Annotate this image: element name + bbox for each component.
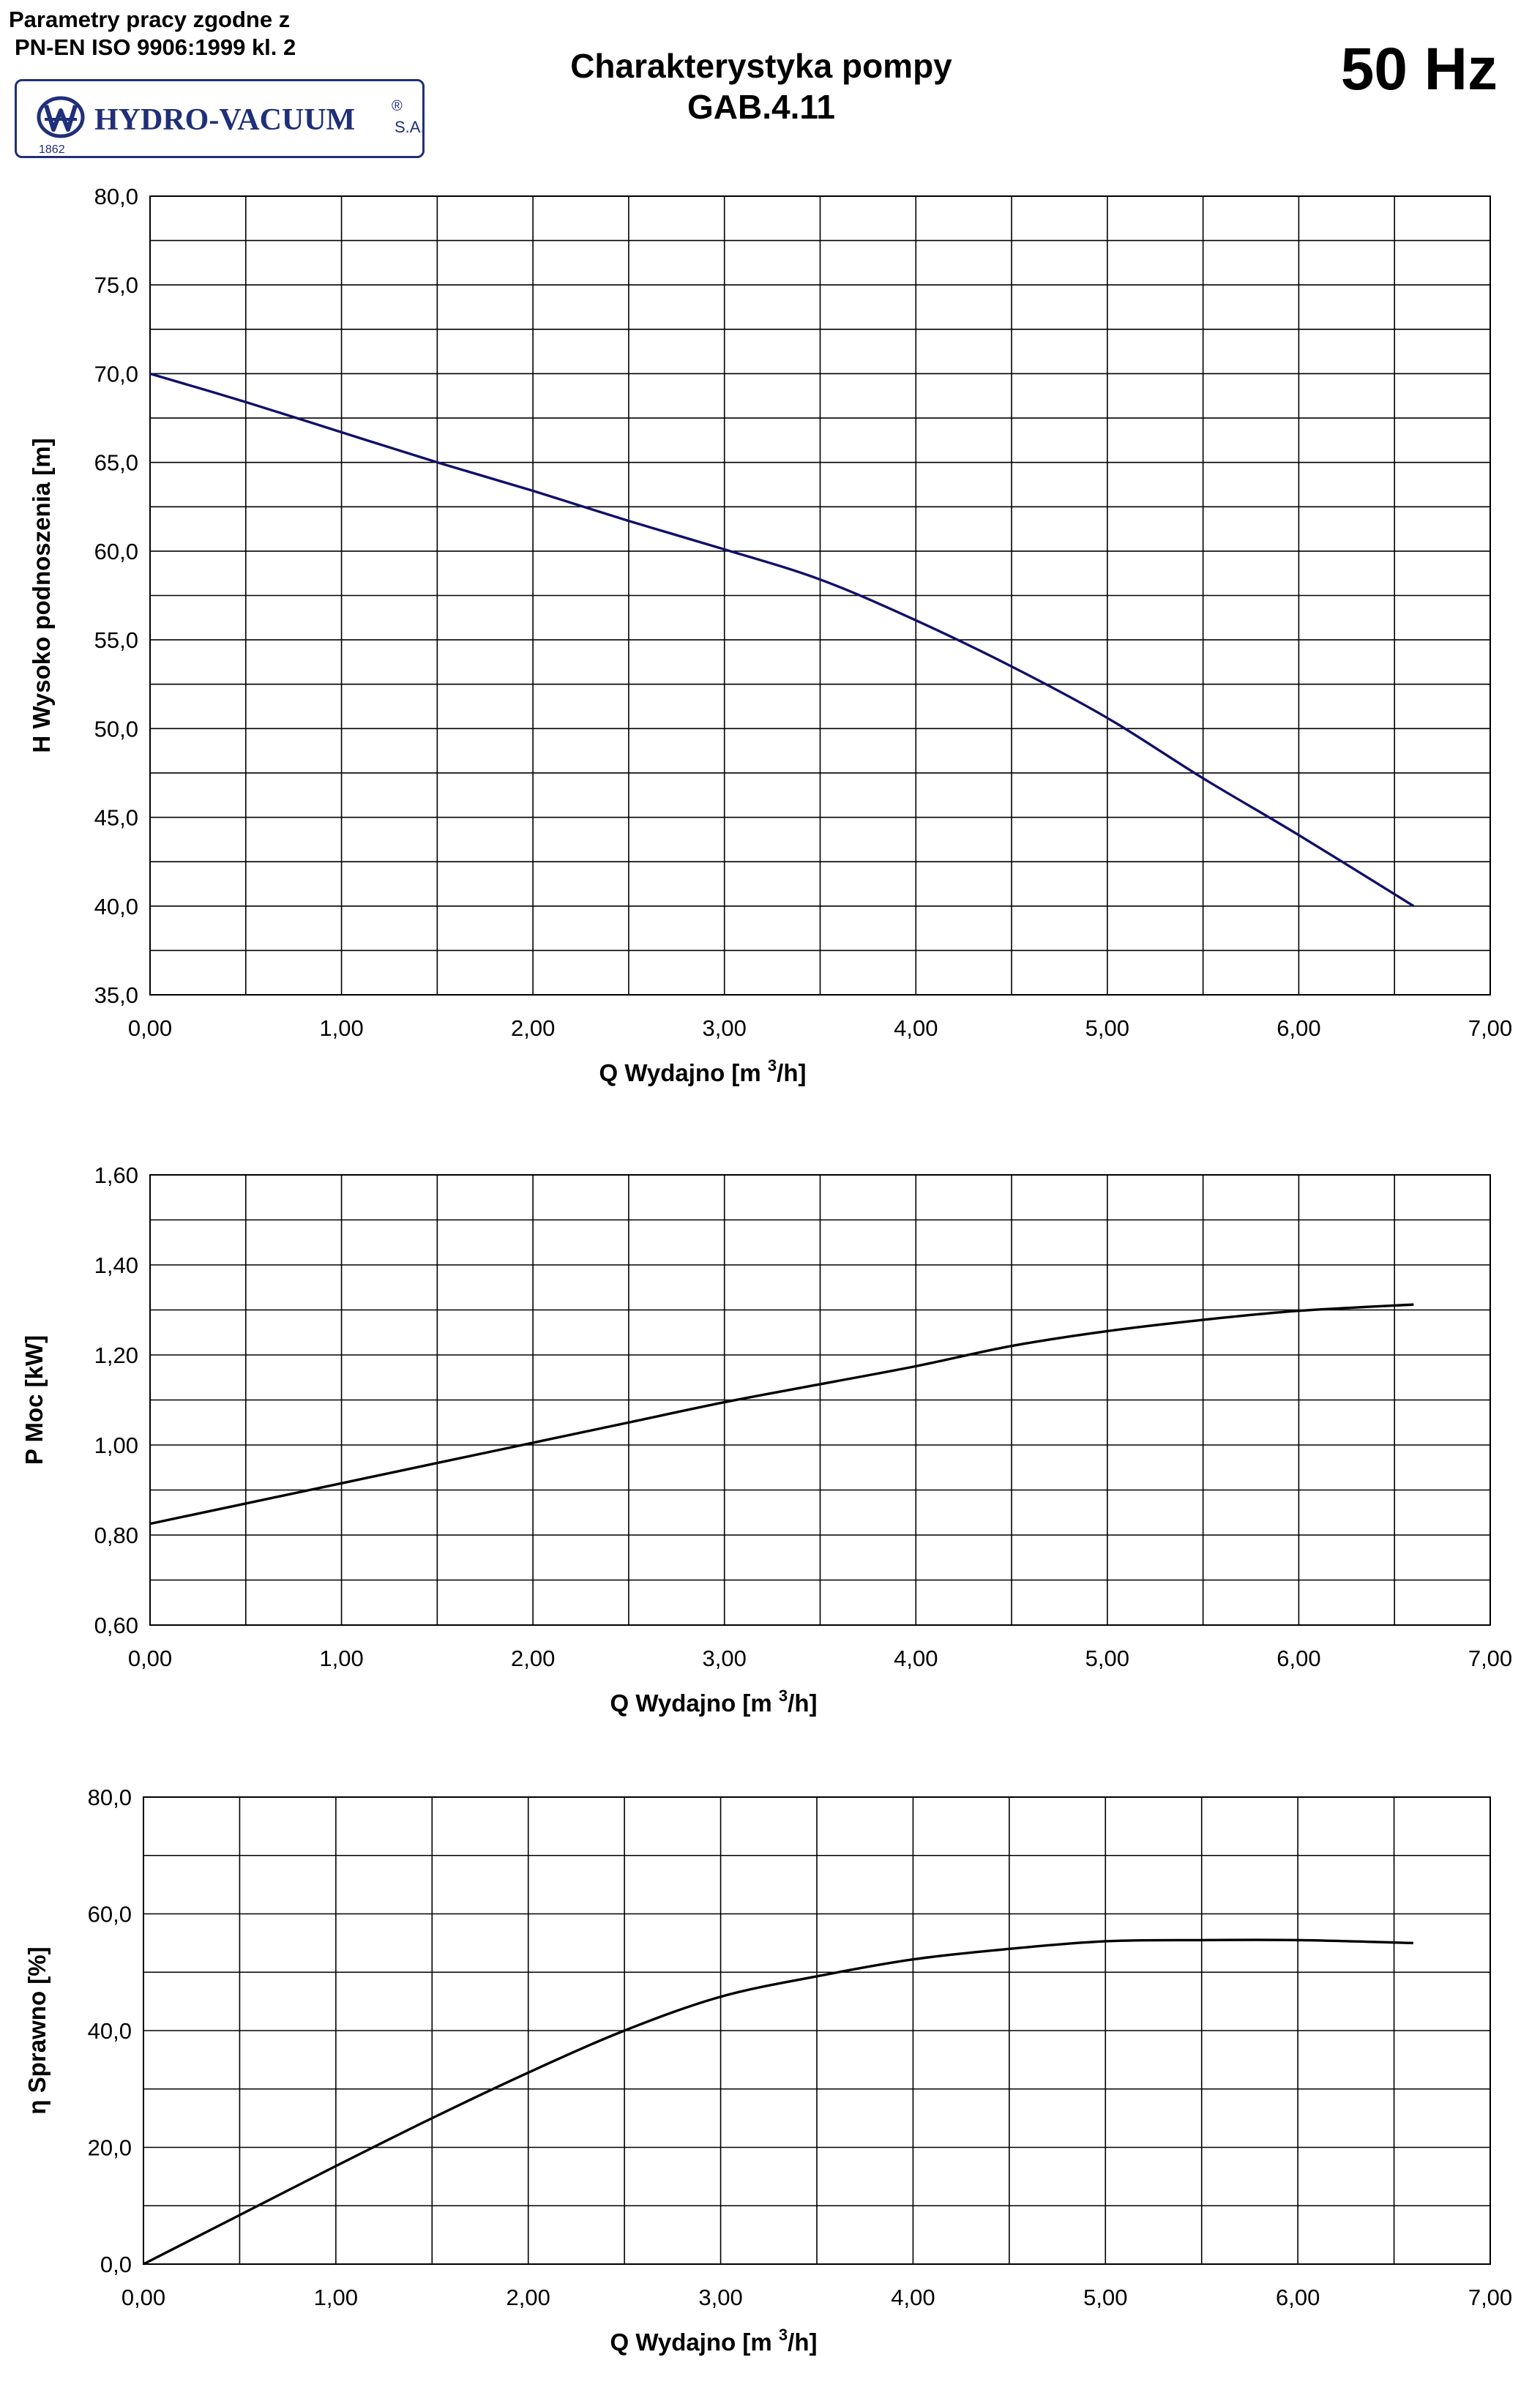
head-x-axis-label: Q Wydajno [m 3/h] bbox=[599, 1056, 807, 1086]
efficiency-x-tick-label: 6,00 bbox=[1276, 2285, 1320, 2310]
efficiency-x-tick-label: 4,00 bbox=[891, 2285, 935, 2310]
efficiency-y-tick-label: 20,0 bbox=[88, 2135, 132, 2161]
power-y-tick-label: 0,60 bbox=[94, 1613, 138, 1638]
standard-note-line1: Parametry pracy zgodne z bbox=[9, 7, 291, 32]
power-x-tick-label: 3,00 bbox=[703, 1646, 747, 1671]
efficiency-plot-frame bbox=[143, 1796, 1491, 2265]
power-x-tick-label: 5,00 bbox=[1085, 1646, 1129, 1671]
efficiency-chart: 0,0 20,0 40,0 60,0 80,0 0,00 1,00 2,00 3,00 4,00 5… bbox=[23, 1785, 1512, 2356]
efficiency-x-tick-label: 0,00 bbox=[122, 2285, 165, 2310]
head-plot-frame bbox=[149, 195, 1491, 996]
logo-registered: ® bbox=[392, 98, 403, 114]
power-y-tick-label: 0,80 bbox=[94, 1523, 138, 1548]
efficiency-x-axis-label: Q Wydajno [m 3/h] bbox=[610, 2326, 818, 2356]
head-y-tick-label: 70,0 bbox=[94, 361, 138, 387]
power-curve bbox=[149, 1303, 1414, 1526]
efficiency-y-axis-label: η Sprawno [%] bbox=[23, 1946, 51, 2114]
power-x-tick-label: 4,00 bbox=[894, 1646, 938, 1671]
power-grid bbox=[149, 1174, 1491, 1626]
head-x-tick-label: 4,00 bbox=[894, 1015, 938, 1041]
title-line2: GAB.4.11 bbox=[687, 88, 835, 126]
head-y-tick-label: 50,0 bbox=[94, 716, 138, 742]
head-y-tick-label: 45,0 bbox=[94, 805, 138, 831]
efficiency-x-tick-label: 3,00 bbox=[698, 2285, 742, 2310]
head-curve bbox=[149, 372, 1415, 908]
chart-title: Charakterystyka pompy GAB.4.11 bbox=[483, 45, 1039, 127]
efficiency-x-tick-label: 7,00 bbox=[1468, 2285, 1512, 2310]
head-y-tick-label: 65,0 bbox=[94, 450, 138, 476]
efficiency-y-tick-label: 60,0 bbox=[88, 1902, 132, 1927]
head-y-axis-label: H Wysoko podnoszenia [m] bbox=[28, 438, 55, 753]
efficiency-grid bbox=[143, 1796, 1491, 2265]
power-x-tick-label: 7,00 bbox=[1468, 1646, 1512, 1671]
head-x-tick-label: 0,00 bbox=[128, 1015, 172, 1041]
head-x-tick-label: 7,00 bbox=[1468, 1015, 1512, 1041]
power-y-tick-label: 1,20 bbox=[94, 1343, 138, 1368]
head-x-tick-label: 1,00 bbox=[319, 1015, 363, 1041]
standard-note-line2: PN-EN ISO 9906:1999 kl. 2 bbox=[15, 34, 296, 60]
head-y-tick-label: 35,0 bbox=[94, 982, 138, 1008]
logo-emblem-icon: HYDRO-VACUUM ® S.A. 1862 bbox=[37, 96, 425, 156]
power-y-axis-label: P Moc [kW] bbox=[20, 1335, 48, 1465]
efficiency-y-tick-label: 40,0 bbox=[88, 2018, 132, 2044]
head-chart: 35,0 40,0 45,0 50,0 55,0 60,0 65,0 70,0 75,0 80,0… bbox=[28, 184, 1512, 1086]
power-y-tick-label: 1,60 bbox=[94, 1162, 138, 1188]
logo-year: 1862 bbox=[39, 143, 65, 156]
standard-note: Parametry pracy zgodne z PN-EN ISO 9906:… bbox=[9, 6, 296, 61]
title-line1: Charakterystyka pompy bbox=[570, 47, 952, 85]
head-y-tick-label: 55,0 bbox=[94, 627, 138, 653]
logo-suffix: S.A. bbox=[395, 118, 425, 136]
efficiency-x-tick-label: 1,00 bbox=[314, 2285, 358, 2310]
power-x-tick-label: 1,00 bbox=[319, 1646, 363, 1671]
head-y-tick-label: 75,0 bbox=[94, 272, 138, 298]
head-x-tick-label: 2,00 bbox=[511, 1015, 555, 1041]
head-x-tick-label: 6,00 bbox=[1277, 1015, 1320, 1041]
efficiency-x-tick-label: 2,00 bbox=[507, 2285, 550, 2310]
frequency-label: 50 Hz bbox=[1340, 36, 1498, 102]
power-y-tick-label: 1,40 bbox=[94, 1252, 138, 1278]
efficiency-y-tick-label: 80,0 bbox=[88, 1785, 132, 1810]
head-x-tick-label: 5,00 bbox=[1085, 1015, 1129, 1041]
power-plot-frame bbox=[149, 1174, 1491, 1626]
power-x-tick-label: 0,00 bbox=[128, 1646, 172, 1671]
power-x-tick-label: 6,00 bbox=[1277, 1646, 1320, 1671]
efficiency-curve bbox=[143, 1938, 1413, 2266]
power-y-tick-label: 1,00 bbox=[94, 1433, 138, 1458]
company-logo: HYDRO-VACUUM ® S.A. 1862 bbox=[15, 79, 425, 158]
efficiency-x-tick-label: 5,00 bbox=[1083, 2285, 1127, 2310]
power-x-axis-label: Q Wydajno [m 3/h] bbox=[610, 1687, 818, 1717]
power-x-tick-label: 2,00 bbox=[511, 1646, 555, 1671]
head-x-tick-label: 3,00 bbox=[703, 1015, 747, 1041]
head-y-tick-label: 40,0 bbox=[94, 894, 138, 919]
power-chart: 0,60 0,80 1,00 1,20 1,40 1,60 0,00 1,00 2,00 3,00… bbox=[20, 1162, 1512, 1717]
head-grid bbox=[149, 195, 1491, 996]
logo-text: HYDRO-VACUUM bbox=[94, 103, 355, 137]
head-y-tick-label: 80,0 bbox=[94, 184, 138, 209]
efficiency-y-tick-label: 0,0 bbox=[100, 2252, 132, 2277]
head-y-tick-label: 60,0 bbox=[94, 539, 138, 564]
